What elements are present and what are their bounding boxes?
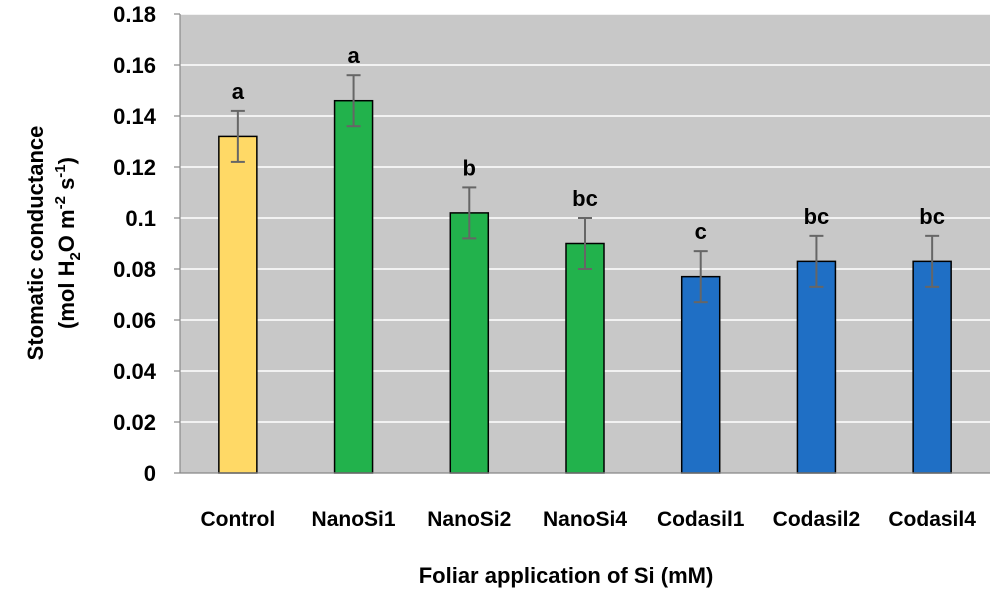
x-axis-title: Foliar application of Si (mM) — [419, 563, 714, 588]
error-bar-control — [230, 109, 245, 163]
y-axis-title: Stomatic conductance (mol H2O m-2 s-1) — [23, 126, 84, 361]
y-tick-label: 0.02 — [113, 410, 156, 435]
y-tick-label: 0.06 — [113, 308, 156, 333]
y-axis-title-line1: Stomatic conductance — [23, 126, 48, 361]
significance-label-codasil1: c — [695, 219, 707, 244]
error-bar-codasil1 — [693, 250, 708, 304]
significance-label-codasil4: bc — [919, 204, 945, 229]
error-bar-codasil4 — [925, 234, 940, 288]
x-tick-label-codasil1: Codasil1 — [657, 508, 745, 531]
y-tick-label: 0.16 — [113, 53, 156, 78]
significance-label-nanosi4: bc — [572, 186, 598, 211]
bar-nanosi4 — [565, 242, 605, 474]
bar-control — [218, 135, 258, 474]
bar-codasil4 — [912, 260, 952, 474]
y-tick-label: 0.1 — [125, 206, 156, 231]
error-bar-codasil2 — [809, 234, 824, 288]
x-tick-label-nanosi2: NanoSi2 — [427, 508, 511, 531]
error-bar-nanosi1 — [346, 74, 361, 128]
bars — [218, 99, 952, 474]
significance-label-control: a — [232, 79, 245, 104]
y-tick-label: 0.08 — [113, 257, 156, 282]
y-tick-label: 0.04 — [113, 359, 157, 384]
y-tick-label: 0.18 — [113, 2, 156, 27]
y-axis-title-line2: (mol H2O m-2 s-1) — [52, 157, 84, 329]
bar-codasil1 — [680, 275, 721, 474]
significance-labels: a a b bc c bc bc — [232, 43, 945, 244]
bar-nanosi2 — [449, 212, 490, 474]
bar-nanosi1 — [333, 99, 374, 474]
y-tick-label: 0.12 — [113, 155, 156, 180]
significance-label-nanosi1: a — [347, 43, 360, 68]
error-bar-nanosi4 — [578, 217, 592, 270]
error-bar-nanosi2 — [462, 186, 477, 240]
x-tick-label-nanosi4: NanoSi4 — [543, 508, 627, 531]
x-tick-label-codasil2: Codasil2 — [773, 508, 861, 531]
significance-label-nanosi2: b — [463, 155, 476, 180]
x-tick-label-nanosi1: NanoSi1 — [312, 508, 396, 531]
x-tick-label-control: Control — [201, 508, 276, 531]
y-tick-label: 0.14 — [113, 104, 157, 129]
x-tick-label-codasil4: Codasil4 — [888, 508, 976, 531]
y-tick-labels: 0 0.02 0.04 0.06 0.08 0.1 0.12 0.14 0.16 0.18 — [113, 2, 180, 486]
y-tick-label: 0 — [144, 461, 156, 486]
error-bars — [230, 74, 940, 304]
significance-label-codasil2: bc — [804, 204, 830, 229]
bar-codasil2 — [796, 260, 837, 474]
x-tick-labels: Control NanoSi1 NanoSi2 NanoSi4 Codasil1 Coda… — [201, 508, 977, 531]
